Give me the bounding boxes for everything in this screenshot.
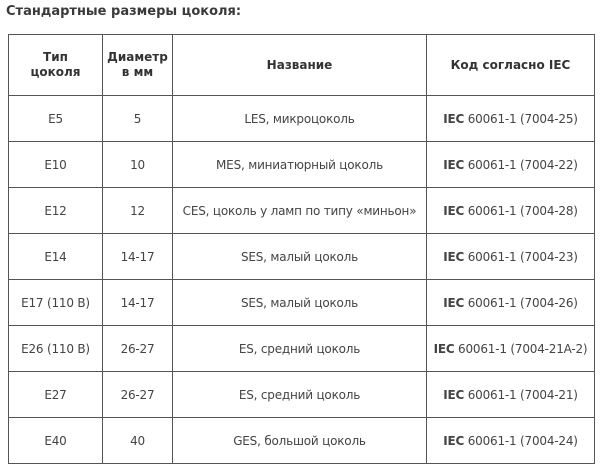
cell-name: CES, цоколь у ламп по типу «миньон» [172,187,427,234]
cell-iec-code: IEC 60061-1 (7004-21A-2) [426,325,595,372]
iec-code-prefix: IEC [433,341,455,356]
column-header-diameter-line1: Диаметр [107,50,168,64]
cell-type: E12 [8,187,103,234]
table-row: E10 10 MES, миниатюрный цоколь IEC 60061… [8,141,595,188]
iec-code-prefix: IEC [443,203,465,218]
iec-code-number: 60061-1 (7004-23) [464,249,578,264]
iec-code-number: 60061-1 (7004-24) [464,433,578,448]
cell-type: E26 (110 В) [8,325,103,372]
lamp-base-sizes-table: Тип цоколя Диаметр в мм Название Код согла… [8,34,595,464]
table-body: E5 5 LES, микроцоколь IEC 60061-1 (7004-… [8,95,595,464]
cell-type: E40 [8,417,103,464]
column-header-type: Тип цоколя [8,34,103,96]
header-row: Тип цоколя Диаметр в мм Название Код согла… [8,34,595,96]
cell-diameter: 10 [102,141,173,188]
iec-code-number: 60061-1 (7004-21) [464,387,578,402]
cell-name: ES, средний цоколь [172,325,427,372]
cell-name: GES, большой цоколь [172,417,427,464]
cell-diameter: 26-27 [102,371,173,418]
table-row: E26 (110 В) 26-27 ES, средний цоколь IEC… [8,325,595,372]
cell-name: LES, микроцоколь [172,95,427,142]
cell-iec-code: IEC 60061-1 (7004-23) [426,233,595,280]
table-row: E17 (110 В) 14-17 SES, малый цоколь IEC … [8,279,595,326]
cell-name: MES, миниатюрный цоколь [172,141,427,188]
cell-type: E27 [8,371,103,418]
table-header: Тип цоколя Диаметр в мм Название Код согла… [8,34,595,96]
iec-code-prefix: IEC [443,387,465,402]
cell-diameter: 14-17 [102,279,173,326]
cell-diameter: 12 [102,187,173,234]
column-header-type-line2: цоколя [30,65,81,79]
column-header-name: Название [172,34,427,96]
cell-iec-code: IEC 60061-1 (7004-24) [426,417,595,464]
page-heading: Стандартные размеры цоколя: [6,4,242,19]
iec-code-prefix: IEC [443,249,465,264]
cell-iec-code: IEC 60061-1 (7004-28) [426,187,595,234]
cell-name: SES, малый цоколь [172,279,427,326]
iec-code-number: 60061-1 (7004-21A-2) [454,341,588,356]
column-header-diameter-line2: в мм [121,65,154,79]
table-row: E27 26-27 ES, средний цоколь IEC 60061-1… [8,371,595,418]
iec-code-number: 60061-1 (7004-25) [464,111,578,126]
table-row: E40 40 GES, большой цоколь IEC 60061-1 (… [8,417,595,464]
iec-code-prefix: IEC [443,295,465,310]
cell-type: E5 [8,95,103,142]
column-header-iec-code: Код согласно IEC [426,34,595,96]
cell-type: E10 [8,141,103,188]
cell-diameter: 5 [102,95,173,142]
iec-code-prefix: IEC [443,157,465,172]
cell-iec-code: IEC 60061-1 (7004-22) [426,141,595,188]
cell-name: ES, средний цоколь [172,371,427,418]
iec-code-number: 60061-1 (7004-28) [464,203,578,218]
table-row: E12 12 CES, цоколь у ламп по типу «миньо… [8,187,595,234]
cell-type: E14 [8,233,103,280]
iec-code-number: 60061-1 (7004-26) [464,295,578,310]
table-row: E14 14-17 SES, малый цоколь IEC 60061-1 … [8,233,595,280]
cell-diameter: 14-17 [102,233,173,280]
cell-iec-code: IEC 60061-1 (7004-26) [426,279,595,326]
cell-diameter: 26-27 [102,325,173,372]
iec-code-number: 60061-1 (7004-22) [464,157,578,172]
cell-type: E17 (110 В) [8,279,103,326]
cell-iec-code: IEC 60061-1 (7004-25) [426,95,595,142]
column-header-diameter: Диаметр в мм [102,34,173,96]
cell-diameter: 40 [102,417,173,464]
column-header-type-line1: Тип [43,50,68,64]
cell-iec-code: IEC 60061-1 (7004-21) [426,371,595,418]
iec-code-prefix: IEC [443,433,465,448]
iec-code-prefix: IEC [443,111,465,126]
cell-name: SES, малый цоколь [172,233,427,280]
table-row: E5 5 LES, микроцоколь IEC 60061-1 (7004-… [8,95,595,142]
